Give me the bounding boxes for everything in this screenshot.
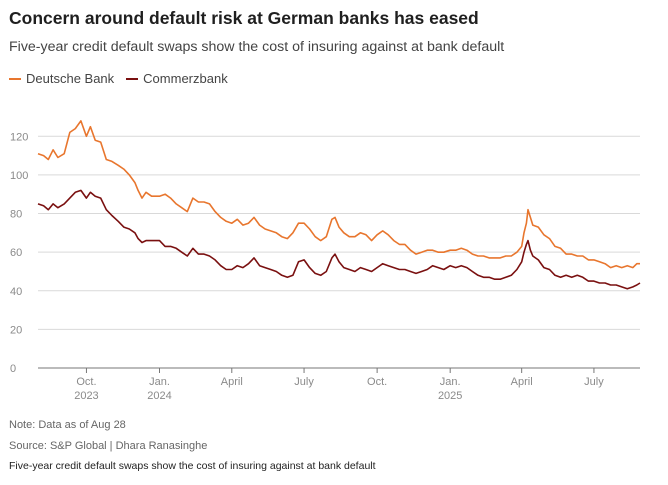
y-tick-label-100: 100	[10, 170, 28, 182]
y-tick-label-20: 20	[10, 324, 22, 336]
chart-note: Note: Data as of Aug 28	[9, 419, 126, 431]
x-tick-label-1: Jan.	[149, 376, 170, 388]
y-tick-label-60: 60	[10, 247, 22, 259]
x-tick-year-1: 2024	[147, 390, 171, 402]
x-tick-label-3: July	[294, 376, 314, 388]
x-tick-year-5: 2025	[438, 390, 462, 402]
legend-swatch-deutsche-bank	[9, 77, 21, 80]
chart-caption: Five-year credit default swaps show the …	[9, 460, 376, 472]
x-tick-label-4: Oct.	[367, 376, 387, 388]
x-tick-label-2: April	[221, 376, 243, 388]
x-tick-label-0: Oct.	[76, 376, 96, 388]
chart-title: Concern around default risk at German ba…	[9, 8, 479, 28]
y-tick-label-80: 80	[10, 209, 22, 221]
legend-item-commerzbank: Commerzbank	[126, 71, 228, 86]
y-tick-label-40: 40	[10, 286, 22, 298]
x-tick-label-7: July	[584, 376, 604, 388]
series-line-commerzbank	[37, 189, 641, 290]
legend: Deutsche Bank Commerzbank	[9, 71, 240, 86]
legend-label-deutsche-bank: Deutsche Bank	[26, 71, 115, 86]
y-tick-label-0: 0	[10, 363, 16, 375]
x-tick-year-0: 2023	[74, 390, 98, 402]
legend-item-deutsche-bank: Deutsche Bank	[9, 71, 114, 86]
chart-source: Source: S&P Global | Dhara Ranasinghe	[9, 440, 208, 452]
y-tick-label-120: 120	[10, 131, 28, 143]
legend-label-commerzbank: Commerzbank	[143, 71, 228, 86]
chart-subtitle: Five-year credit default swaps show the …	[9, 39, 505, 55]
series-line-deutsche-bank	[37, 120, 640, 269]
legend-swatch-commerzbank	[126, 77, 139, 80]
x-tick-label-6: April	[511, 376, 533, 388]
line-chart: 0 20 40 60 80 100 120 Oct. 2023 Jan. 2024 April July…	[10, 120, 641, 402]
x-tick-label-5: Jan.	[440, 376, 461, 388]
